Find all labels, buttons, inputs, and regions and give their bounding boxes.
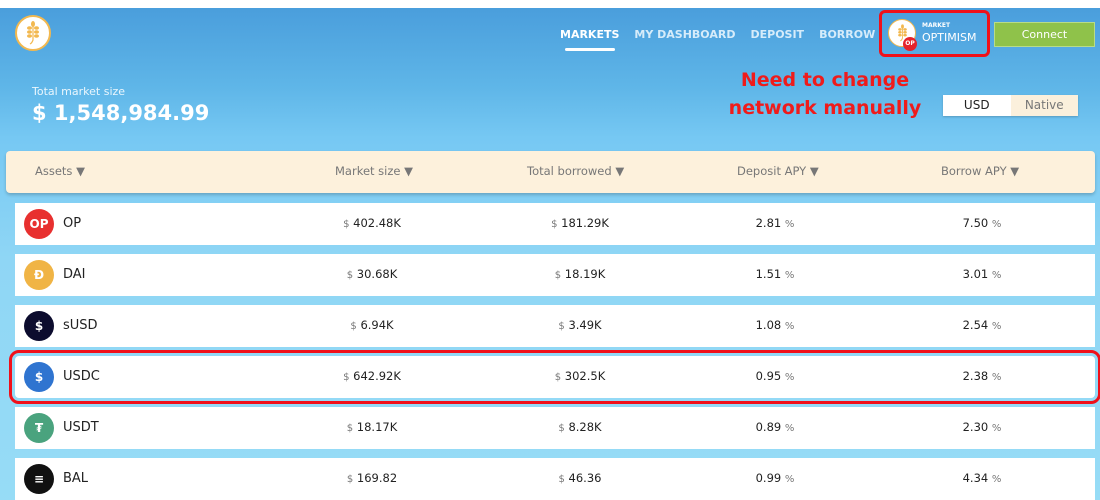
table-row[interactable]: Đ DAI $ 30.68K $ 18.19K 1.51 % 3.01 %: [15, 254, 1095, 296]
total-borrowed: $ 181.29K: [551, 216, 609, 230]
market-size: $ 18.17K: [346, 420, 398, 434]
annotation-text: Need to change network manually: [728, 69, 922, 119]
toggle-usd[interactable]: USD: [943, 95, 1011, 116]
header-deposit-apy[interactable]: Deposit APY ▼: [737, 164, 819, 178]
dai-token-icon: Đ: [24, 260, 54, 290]
nav-my-dashboard[interactable]: MY DASHBOARD: [634, 28, 736, 41]
toggle-native[interactable]: Native: [1024, 98, 1064, 112]
usdc-token-icon: $: [24, 362, 54, 392]
deposit-apy: 1.08 %: [755, 318, 795, 332]
header-total-borrowed[interactable]: Total borrowed ▼: [527, 164, 625, 178]
table-row[interactable]: $ USDC $ 642.92K $ 302.5K 0.95 % 2.38 %: [9, 350, 1100, 404]
table-row[interactable]: OP OP $ 402.48K $ 181.29K 2.81 % 7.50 %: [15, 203, 1095, 245]
asset-symbol: USDC: [63, 369, 100, 384]
total-borrowed: $ 8.28K: [558, 420, 602, 434]
total-borrowed: $ 18.19K: [554, 267, 606, 281]
nav-markets[interactable]: MARKETS: [560, 28, 620, 51]
susd-token-icon: $: [24, 311, 54, 341]
market-size: $ 642.92K: [343, 369, 401, 383]
deposit-apy: 0.99 %: [755, 471, 795, 485]
nav-borrow[interactable]: BORROW: [819, 28, 876, 41]
header-assets[interactable]: Assets ▼: [35, 164, 85, 178]
deposit-apy: 0.89 %: [755, 420, 795, 434]
market-network: OPTIMISM: [922, 31, 977, 44]
currency-toggle: USD Native: [943, 95, 1078, 116]
asset-symbol: BAL: [63, 471, 89, 486]
optimism-badge-icon: OP: [903, 37, 917, 51]
total-borrowed: $ 46.36: [558, 471, 602, 485]
asset-symbol: USDT: [63, 420, 99, 435]
header-market-size[interactable]: Market size ▼: [335, 164, 413, 178]
total-market-label: Total market size: [32, 85, 126, 98]
market-label: MARKET: [922, 22, 951, 29]
table-row[interactable]: $ sUSD $ 6.94K $ 3.49K 1.08 % 2.54 %: [15, 305, 1095, 347]
market-wheat-icon: [888, 19, 916, 47]
table-header: Assets ▼ Market size ▼ Total borrowed ▼ …: [6, 151, 1095, 193]
market-size: $ 30.68K: [346, 267, 398, 281]
bal-token-icon: ≡: [24, 464, 54, 494]
table-row[interactable]: ₮ USDT $ 18.17K $ 8.28K 0.89 % 2.30 %: [15, 407, 1095, 449]
borrow-apy: 7.50 %: [962, 216, 1002, 230]
deposit-apy: 2.81 %: [755, 216, 795, 230]
table-row[interactable]: ≡ BAL $ 169.82 $ 46.36 0.99 % 4.34 %: [15, 458, 1095, 500]
connect-button[interactable]: Connect: [994, 22, 1095, 47]
asset-symbol: sUSD: [63, 318, 98, 333]
market-selector[interactable]: OP MARKET OPTIMISM: [879, 10, 990, 57]
header-borrow-apy[interactable]: Borrow APY ▼: [941, 164, 1020, 178]
market-size: $ 402.48K: [343, 216, 401, 230]
nav-deposit[interactable]: DEPOSIT: [750, 28, 805, 41]
asset-symbol: OP: [63, 216, 82, 231]
total-borrowed: $ 3.49K: [558, 318, 602, 332]
deposit-apy: 1.51 %: [755, 267, 795, 281]
market-size: $ 169.82: [346, 471, 398, 485]
borrow-apy: 2.38 %: [962, 369, 1002, 383]
borrow-apy: 3.01 %: [962, 267, 1002, 281]
total-borrowed: $ 302.5K: [554, 369, 606, 383]
op-token-icon: OP: [24, 209, 54, 239]
deposit-apy: 0.95 %: [755, 369, 795, 383]
usdt-token-icon: ₮: [24, 413, 54, 443]
borrow-apy: 4.34 %: [962, 471, 1002, 485]
asset-symbol: DAI: [63, 267, 86, 282]
market-size: $ 6.94K: [350, 318, 394, 332]
borrow-apy: 2.54 %: [962, 318, 1002, 332]
borrow-apy: 2.30 %: [962, 420, 1002, 434]
main-nav: MARKETS MY DASHBOARD DEPOSIT BORROW: [560, 28, 876, 51]
total-market-value: $ 1,548,984.99: [32, 101, 210, 125]
app-logo-wheat-icon[interactable]: [15, 15, 51, 51]
